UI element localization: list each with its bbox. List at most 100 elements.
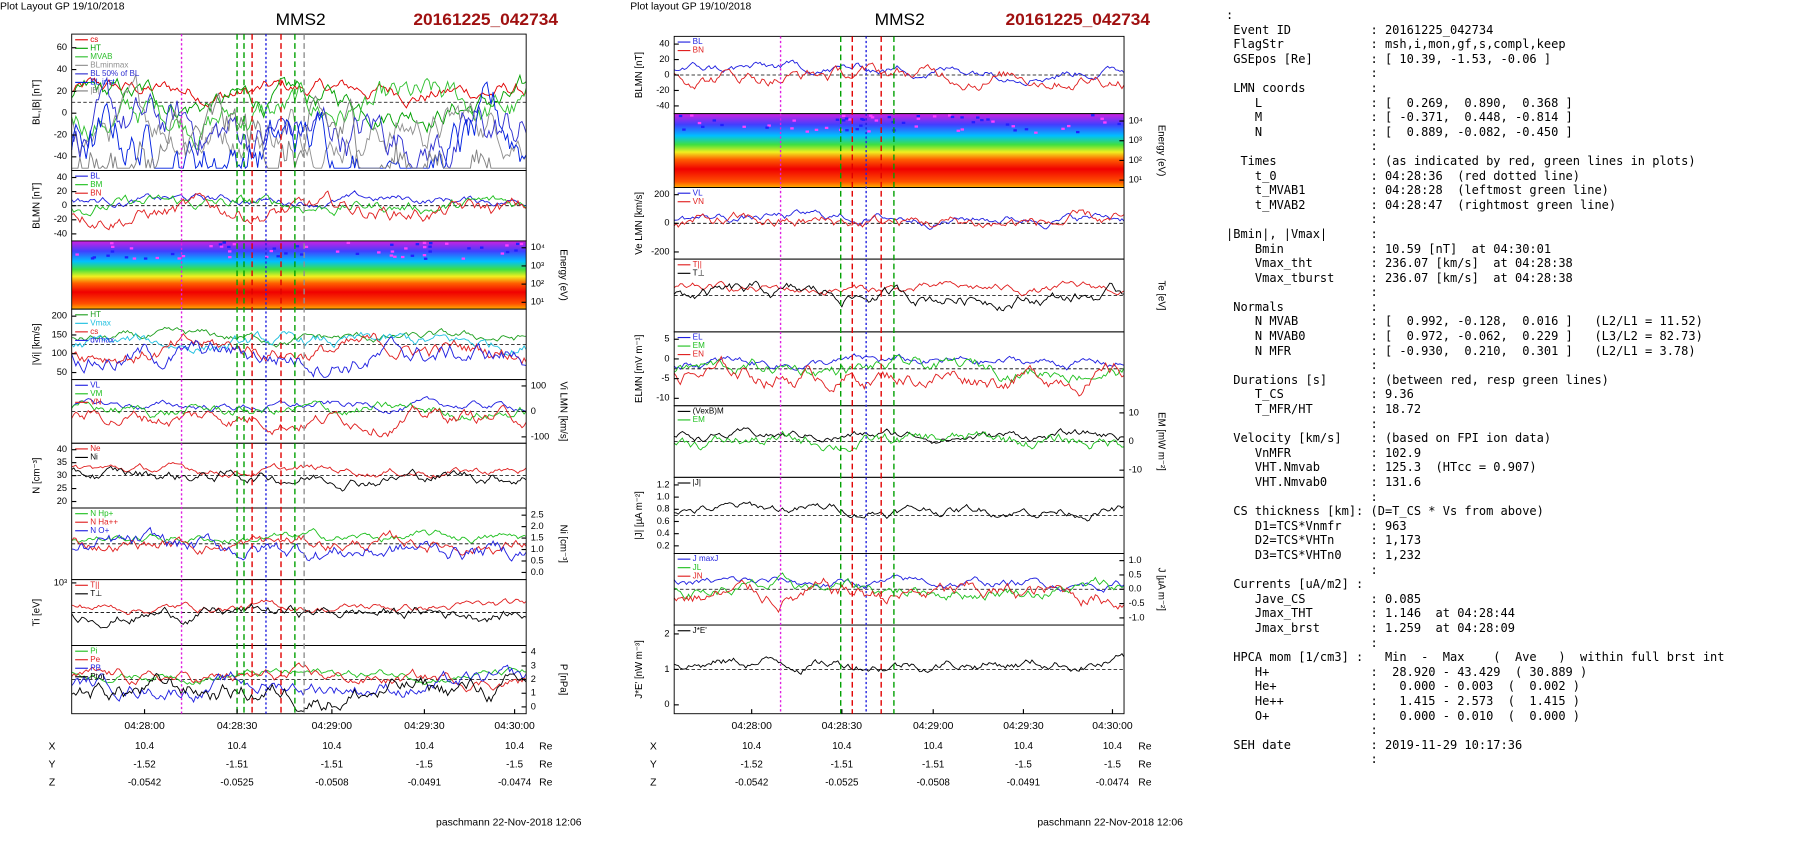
summary-line: FlagStr : msh,i,mon,gf,s,compl,keep [1226, 37, 1566, 52]
summary-line: T_MFR/HT : 18.72 [1226, 402, 1422, 417]
position-value: -1.5 [416, 759, 433, 770]
y-tick-label: -5 [661, 373, 669, 383]
spectrogram-speckle [428, 245, 432, 248]
spectrogram-speckle [860, 117, 864, 121]
trace [71, 190, 527, 231]
spectrogram-speckle [1013, 129, 1017, 132]
panel-frame [71, 645, 527, 715]
spectrogram-speckle [1005, 123, 1010, 126]
trace [673, 577, 1125, 614]
spectrogram-speckle [228, 256, 232, 259]
spectrogram-speckle [335, 250, 340, 253]
summary-line: : [1226, 562, 1378, 577]
spectrogram-speckle [106, 254, 110, 257]
summary-line: Times : (as indicated by red, green line… [1226, 153, 1696, 168]
y-axis-label: ELMN [mV m⁻¹] [634, 334, 645, 403]
spectrogram-speckle [869, 114, 873, 117]
spectrogram-speckle [1061, 127, 1065, 130]
spectrogram-speckle [914, 125, 919, 128]
y-tick-label: 40 [57, 64, 67, 74]
spectrogram-speckle [428, 242, 433, 245]
position-value: -1.52 [740, 759, 762, 770]
summary-line: : [1226, 8, 1234, 22]
y-axis-label: |Vi| [km/s] [32, 323, 43, 365]
trace [71, 81, 527, 170]
spectrogram-speckle [155, 256, 160, 260]
summary-line: L : [ 0.269, 0.890, 0.368 ] [1226, 95, 1573, 110]
summary-line: Normals : [1226, 299, 1378, 314]
summary-line: VHT.Nmvab : 125.3 (HTcc = 0.907) [1226, 460, 1537, 475]
spectrogram-speckle [500, 252, 505, 255]
legend-entry: Vmax [90, 318, 111, 327]
y-axis-label: Ni [cm⁻³] [558, 525, 569, 564]
row-label: X [650, 741, 657, 752]
spectrogram-speckle [916, 115, 921, 118]
trace [71, 76, 527, 169]
summary-line: Vmax_tburst : 236.07 [km/s] at 04:28:38 [1226, 270, 1573, 285]
y-tick-label: 2 [531, 674, 536, 684]
spectrogram-speckle [227, 245, 231, 249]
spectrogram-speckle [227, 250, 232, 253]
spectrogram-speckle [701, 125, 705, 128]
legend-entry: Ne [90, 444, 101, 453]
spectrogram-speckle [295, 245, 300, 248]
row-label: Y [49, 760, 56, 771]
position-value: -1.51 [922, 759, 944, 770]
trace [71, 400, 527, 421]
spectrogram-speckle [264, 255, 269, 259]
y-tick-label: 25 [57, 483, 67, 493]
spectrogram-speckle [1024, 128, 1029, 131]
legend-entry: Pi [90, 646, 97, 655]
spectrogram-speckle [132, 257, 137, 260]
y-tick-label: 10² [1129, 155, 1142, 165]
x-tick-label: 04:28:00 [124, 721, 165, 732]
spectrogram-speckle [393, 255, 397, 258]
legend-entry: cs [90, 327, 98, 336]
y-tick-label: 0.2 [657, 540, 670, 550]
y-tick-label: 0.4 [657, 528, 670, 538]
y-tick-label: 10³ [531, 260, 544, 270]
mission-title: MMS2 [875, 9, 925, 29]
y-tick-label: 10⁴ [531, 242, 545, 252]
footer: paschmann 22-Nov-2018 12:06 [1037, 818, 1183, 829]
spectrogram-speckle [129, 247, 134, 250]
unit-label: Re [1138, 760, 1152, 771]
spectrogram-speckle [976, 116, 980, 119]
legend-entry: T|| [90, 580, 99, 589]
legend-entry: |B| [90, 86, 100, 95]
trace [71, 462, 527, 479]
legend-entry: dvmax [90, 336, 114, 345]
spectrogram-speckle [390, 243, 394, 246]
position-value: 10.4 [322, 741, 342, 752]
unit-label: Re [1138, 778, 1152, 789]
y-tick-label: 0.0 [531, 567, 544, 577]
y-tick-label: 0 [531, 406, 536, 416]
y-tick-label: 20 [57, 186, 67, 196]
position-value: -1.5 [1104, 759, 1121, 770]
spectrogram-speckle [269, 249, 274, 253]
spectrogram-speckle [960, 128, 965, 131]
trace [71, 526, 527, 562]
spectrogram-speckle [1100, 117, 1104, 120]
spectrogram-speckle [767, 124, 771, 127]
legend-entry: N O+ [90, 526, 109, 535]
y-tick-label: 2 [664, 628, 669, 638]
position-value: -0.0491 [408, 778, 441, 789]
position-value: -0.0474 [498, 778, 532, 789]
trace [674, 572, 1125, 601]
y-tick-label: 50 [57, 367, 67, 377]
spectrogram-speckle [891, 121, 895, 124]
summary-line: : [1226, 139, 1378, 154]
spectrogram-speckle [505, 250, 510, 254]
spectrogram [71, 240, 527, 310]
legend-entry: J*E' [693, 626, 708, 635]
position-value: 10.4 [924, 741, 944, 752]
trace [71, 73, 527, 134]
legend-entry: N Hp+ [90, 509, 113, 518]
y-tick-label: 200 [52, 311, 67, 321]
y-axis-label: BLMN [nT] [634, 52, 645, 98]
spectrogram-speckle [848, 118, 852, 121]
trace [673, 354, 1125, 384]
